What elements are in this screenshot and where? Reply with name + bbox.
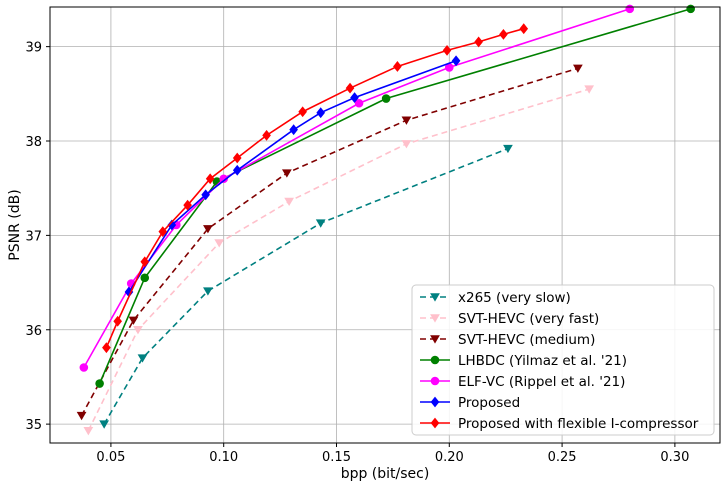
- data-point: [183, 199, 192, 211]
- series-line: [80, 67, 579, 417]
- y-tick-label: 37: [25, 229, 42, 244]
- legend-item: LHBDC (Yilmaz et al. '21): [420, 353, 627, 369]
- data-point: [79, 363, 89, 372]
- legend-marker: [430, 314, 440, 323]
- legend-item: SVT-HEVC (medium): [420, 332, 595, 348]
- data-point: [345, 82, 355, 94]
- series-line: [128, 60, 457, 293]
- data-point: [133, 326, 143, 335]
- data-point: [316, 107, 326, 119]
- legend-label: Proposed: [458, 395, 520, 411]
- data-point: [214, 239, 225, 248]
- data-point: [262, 129, 271, 141]
- legend-label: LHBDC (Yilmaz et al. '21): [458, 353, 627, 369]
- data-point: [284, 197, 294, 206]
- data-point: [401, 140, 412, 149]
- data-point: [401, 116, 412, 125]
- data-point: [350, 92, 359, 103]
- y-tick-label: 35: [25, 418, 42, 433]
- data-point: [573, 64, 583, 73]
- legend-label: SVT-HEVC (very fast): [458, 311, 599, 327]
- y-tick-label: 39: [25, 41, 42, 56]
- data-point: [298, 106, 307, 118]
- data-point: [158, 226, 168, 238]
- data-point: [289, 124, 298, 136]
- y-tick-label: 38: [25, 135, 42, 150]
- legend-label: x265 (very slow): [458, 290, 571, 306]
- data-point: [203, 225, 213, 234]
- data-point: [95, 379, 104, 388]
- legend-label: SVT-HEVC (medium): [458, 332, 595, 348]
- series-svt-hevc-very-fast: [83, 85, 595, 436]
- data-point: [83, 427, 94, 436]
- data-point: [102, 342, 111, 354]
- data-point: [451, 55, 461, 67]
- x-tick-label: 0.05: [96, 450, 125, 465]
- data-point: [232, 152, 242, 164]
- plot-frame: [49, 6, 721, 444]
- legend-marker: [430, 376, 440, 386]
- data-point: [625, 4, 635, 14]
- data-point: [393, 61, 402, 72]
- series-layer: [76, 4, 695, 436]
- data-point: [232, 164, 242, 176]
- legend-item: x265 (very slow): [420, 290, 571, 306]
- y-tick-label: 36: [25, 324, 42, 339]
- legend-item: SVT-HEVC (very fast): [420, 311, 599, 327]
- legend-label: Proposed with flexible I-compressor: [458, 416, 699, 432]
- data-point: [381, 94, 391, 103]
- data-point: [354, 98, 364, 108]
- data-point: [315, 219, 326, 228]
- legend-item: Proposed: [420, 395, 520, 411]
- data-point: [203, 287, 213, 296]
- data-point: [442, 45, 452, 56]
- data-point: [76, 411, 87, 421]
- data-point: [281, 169, 292, 178]
- data-point: [137, 354, 148, 363]
- series-proposed-with-flexible-i-compressor: [102, 23, 529, 354]
- legend-label: ELF-VC (Rippel et al. '21): [458, 374, 625, 390]
- legend-marker: [430, 417, 440, 429]
- data-point: [113, 315, 122, 327]
- legend-marker: [430, 396, 440, 408]
- legend-item: ELF-VC (Rippel et al. '21): [420, 374, 625, 390]
- series-x265-very-slow: [99, 144, 513, 429]
- data-point: [99, 420, 110, 429]
- legend-item: Proposed with flexible I-compressor: [420, 416, 699, 432]
- x-axis-label: bpp (bit/sec): [341, 466, 430, 482]
- x-tick-label: 0.15: [322, 450, 351, 465]
- y-axis-label: PSNR (dB): [7, 189, 23, 260]
- x-tick-label: 0.25: [548, 450, 577, 465]
- data-point: [128, 316, 139, 325]
- data-point: [519, 23, 529, 35]
- x-tick-label: 0.30: [660, 450, 689, 465]
- series-elf-vc-rippel-et-al-21: [79, 4, 635, 372]
- data-point: [686, 4, 695, 14]
- data-point: [474, 36, 483, 48]
- data-point: [584, 85, 595, 94]
- series-line: [87, 88, 590, 432]
- x-tick-label: 0.10: [209, 450, 238, 465]
- data-point: [140, 256, 150, 268]
- legend-box: [411, 284, 715, 436]
- data-point: [499, 28, 508, 40]
- legend-marker: [430, 335, 440, 344]
- ticks: 0.05 0.10 0.15 0.20 0.25 0.30 35 36 37 38 39: [25, 41, 689, 465]
- data-point: [503, 144, 513, 154]
- data-point: [201, 189, 210, 201]
- legend-marker: [430, 293, 440, 302]
- legend: x265 (very slow) SVT-HEVC (very fast) SVT-…: [411, 284, 715, 436]
- data-point: [205, 173, 215, 185]
- series-svt-hevc-medium: [76, 64, 583, 421]
- data-point: [140, 273, 150, 283]
- x-tick-label: 0.20: [435, 450, 464, 465]
- legend-marker: [430, 355, 440, 365]
